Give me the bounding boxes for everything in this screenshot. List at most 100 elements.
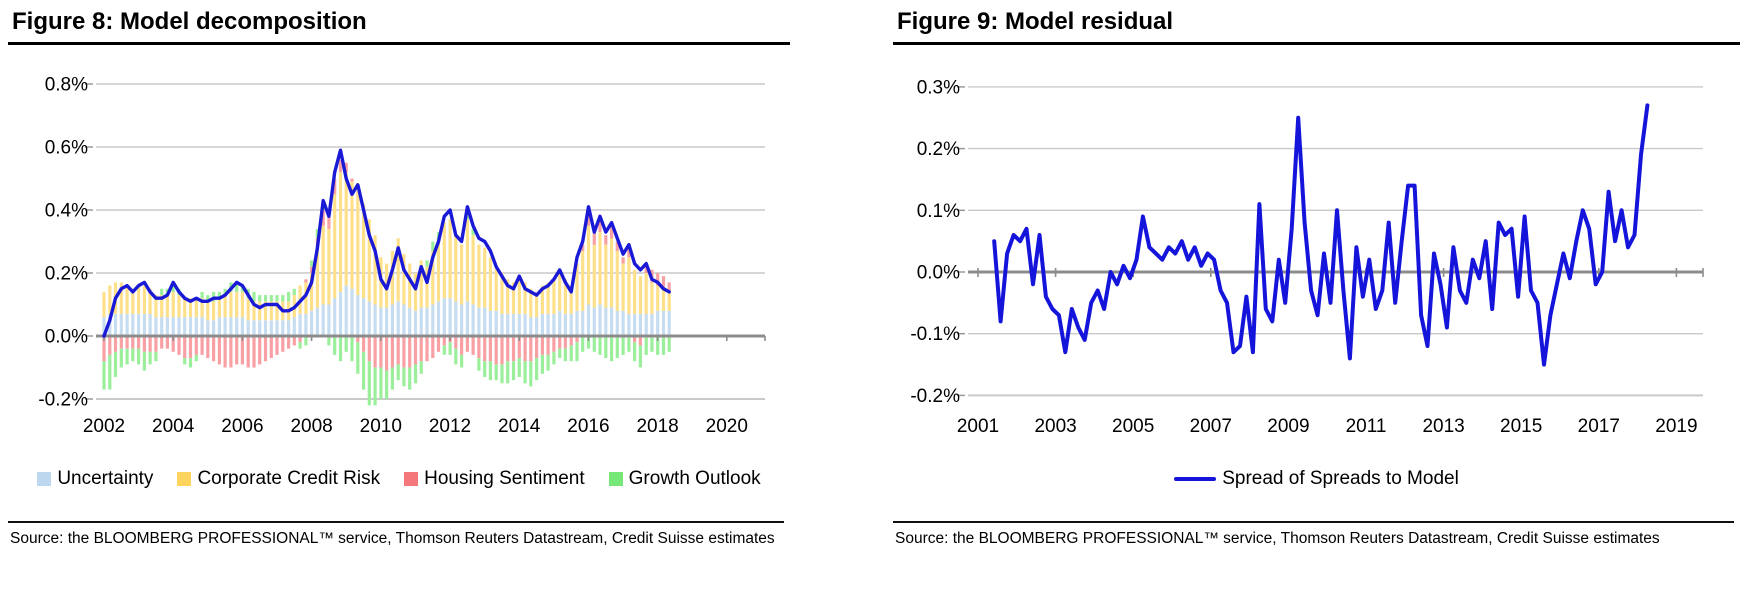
bar-uncertainty xyxy=(615,310,619,336)
bar-growth-outlook xyxy=(171,285,175,292)
legend-swatch-spread-line xyxy=(1174,477,1217,481)
bar-uncertainty xyxy=(188,317,193,336)
bar-housing-sentiment xyxy=(200,336,204,355)
bar-corporate-credit-risk xyxy=(558,269,562,311)
y-tick-label: 0.2% xyxy=(45,264,88,285)
bar-housing-sentiment xyxy=(442,336,446,346)
bar-corporate-credit-risk xyxy=(425,266,429,308)
bar-housing-sentiment xyxy=(275,336,279,355)
bar-growth-outlook xyxy=(656,336,660,355)
bar-growth-outlook xyxy=(292,288,296,296)
bar-growth-outlook xyxy=(644,336,648,355)
bar-uncertainty xyxy=(258,320,262,337)
legend-label-uncertainty: Uncertainty xyxy=(57,468,154,489)
bar-uncertainty xyxy=(194,317,198,336)
bar-uncertainty xyxy=(656,310,660,336)
bar-growth-outlook xyxy=(592,336,596,352)
bar-housing-sentiment xyxy=(108,336,112,355)
bar-corporate-credit-risk xyxy=(494,266,498,311)
bar-uncertainty xyxy=(477,307,481,336)
x-tick-label: 2004 xyxy=(152,416,195,437)
bar-corporate-credit-risk xyxy=(356,191,360,296)
bar-housing-sentiment xyxy=(661,276,666,289)
bar-uncertainty xyxy=(183,317,187,336)
bar-uncertainty xyxy=(592,307,596,336)
bar-growth-outlook xyxy=(419,361,423,374)
bar-corporate-credit-risk xyxy=(598,232,602,305)
bar-uncertainty xyxy=(638,313,642,336)
bar-housing-sentiment xyxy=(460,336,464,355)
x-tick-label: 2019 xyxy=(1655,416,1697,437)
x-tick-label: 2012 xyxy=(429,416,471,437)
bar-corporate-credit-risk xyxy=(604,244,608,308)
bar-growth-outlook xyxy=(471,228,475,236)
bar-growth-outlook xyxy=(448,342,452,355)
bar-housing-sentiment xyxy=(333,178,337,195)
legend-swatch-corporate-credit-risk xyxy=(177,472,192,486)
bar-corporate-credit-risk xyxy=(627,257,631,314)
bar-growth-outlook xyxy=(529,361,533,387)
bar-housing-sentiment xyxy=(431,336,435,359)
legend-swatch-growth-outlook xyxy=(608,472,623,486)
bar-growth-outlook xyxy=(390,367,394,390)
bar-housing-sentiment xyxy=(177,336,181,355)
x-tick-label: 2016 xyxy=(567,416,609,437)
bar-uncertainty xyxy=(517,313,521,336)
bar-housing-sentiment xyxy=(240,336,244,365)
x-tick-label: 2018 xyxy=(636,416,678,437)
bar-growth-outlook xyxy=(425,260,429,267)
bar-housing-sentiment xyxy=(610,225,614,239)
bar-uncertainty xyxy=(546,313,550,336)
bar-growth-outlook xyxy=(477,358,481,371)
bar-uncertainty xyxy=(569,313,573,336)
bar-housing-sentiment xyxy=(627,247,631,258)
bar-corporate-credit-risk xyxy=(235,291,239,318)
bar-housing-sentiment xyxy=(598,219,602,232)
bar-corporate-credit-risk xyxy=(488,257,492,311)
bar-uncertainty xyxy=(633,313,637,336)
bar-growth-outlook xyxy=(506,361,510,384)
bar-growth-outlook xyxy=(483,361,487,377)
bar-uncertainty xyxy=(177,317,181,336)
bar-corporate-credit-risk xyxy=(390,250,394,305)
bar-uncertainty xyxy=(621,310,625,336)
bar-corporate-credit-risk xyxy=(413,273,418,311)
bar-growth-outlook xyxy=(188,358,193,368)
bar-housing-sentiment xyxy=(287,336,291,349)
bar-growth-outlook xyxy=(125,348,129,365)
bar-growth-outlook xyxy=(160,288,164,296)
x-tick-label: 2010 xyxy=(360,416,402,437)
bar-corporate-credit-risk xyxy=(119,282,123,314)
bar-corporate-credit-risk xyxy=(644,273,648,314)
bar-uncertainty xyxy=(235,317,239,336)
bar-growth-outlook xyxy=(310,260,314,267)
bar-uncertainty xyxy=(523,313,527,336)
bar-uncertainty xyxy=(488,310,492,336)
bar-uncertainty xyxy=(535,317,539,336)
bar-housing-sentiment xyxy=(413,336,418,365)
bar-housing-sentiment xyxy=(113,336,118,352)
bar-growth-outlook xyxy=(586,336,591,349)
bar-uncertainty xyxy=(131,313,135,336)
bar-growth-outlook xyxy=(183,358,187,365)
legend-item-housing-sentiment: Housing Sentiment xyxy=(404,468,585,490)
bar-growth-outlook xyxy=(581,336,585,352)
bar-uncertainty xyxy=(379,307,383,336)
bar-growth-outlook xyxy=(338,336,343,362)
bar-corporate-credit-risk xyxy=(592,244,596,308)
bar-uncertainty xyxy=(292,317,296,336)
y-tick-label: -0.2% xyxy=(38,390,88,411)
bar-growth-outlook xyxy=(396,364,400,381)
bar-housing-sentiment xyxy=(419,336,423,362)
bar-growth-outlook xyxy=(350,336,354,362)
bar-housing-sentiment xyxy=(362,336,366,352)
line-spread-of-spreads-to-model xyxy=(992,103,1650,367)
bar-corporate-credit-risk xyxy=(419,260,423,308)
bar-growth-outlook xyxy=(563,348,567,362)
bar-growth-outlook xyxy=(235,282,239,292)
bar-uncertainty xyxy=(500,313,504,336)
bar-housing-sentiment xyxy=(102,336,106,362)
bar-uncertainty xyxy=(390,304,394,336)
bar-growth-outlook xyxy=(113,351,118,377)
bar-uncertainty xyxy=(315,307,319,336)
